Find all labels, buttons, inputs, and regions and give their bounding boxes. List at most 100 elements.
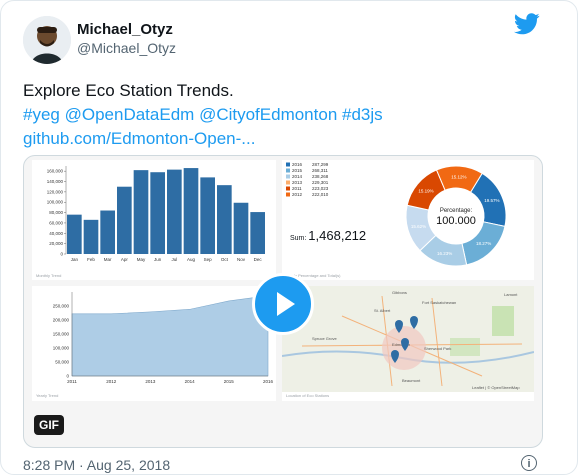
sum-value: 1,468,212 xyxy=(308,228,367,243)
yearly-area-chart: 0 50,000 100,000 150,000 200,000 250,000 2011 2… xyxy=(53,292,274,384)
legend-year: 2016 xyxy=(292,162,303,167)
hashtag-d3js[interactable]: #d3js xyxy=(342,105,383,124)
avatar[interactable] xyxy=(23,16,71,64)
legend-swatch xyxy=(286,162,290,167)
legend-swatch xyxy=(286,186,290,191)
play-icon xyxy=(277,292,295,316)
slice-label: 15.62% xyxy=(411,224,426,229)
legend-year: 2014 xyxy=(292,174,303,179)
slice-label: 16.23% xyxy=(437,251,452,256)
bar-jul xyxy=(167,169,182,254)
yearly-chart-panel: 0 50,000 100,000 150,000 200,000 250,000 2011 2… xyxy=(32,286,276,401)
map-label-edmonton: Edmonton xyxy=(392,342,410,347)
map-marker xyxy=(391,350,399,363)
donut-panel: 2016 287,299 2015 268,311 2014 238,268 2013 229… xyxy=(282,160,534,280)
media-gif[interactable]: 0 20,000 40,000 60,000 80,000 100,000 120,000 1… xyxy=(23,155,543,448)
legend-swatch xyxy=(286,168,290,173)
x-tick-label: Dec xyxy=(254,257,263,262)
yearly-caption: Yearly Trend xyxy=(36,393,59,398)
area-series xyxy=(71,295,269,377)
sum-row: Sum: 1,468,212 xyxy=(290,228,366,243)
sum-label: Sum: xyxy=(290,235,307,242)
y-tick-label: 40,000 xyxy=(49,231,63,236)
mention-opendataedm[interactable]: @OpenDataEdm xyxy=(64,105,195,124)
y-tick-label: 160,000 xyxy=(47,169,64,174)
map-label-sherwood: Sherwood Park xyxy=(424,346,451,351)
info-icon[interactable]: i xyxy=(521,455,537,471)
author-handle[interactable]: @Michael_Otyz xyxy=(77,40,177,56)
legend-year: 2013 xyxy=(292,180,303,185)
x-tick-label: 2016 xyxy=(263,379,274,384)
y-tick-label: 100,000 xyxy=(47,200,64,205)
slice-label: 19.57% xyxy=(484,198,499,203)
monthly-bar-chart: 0 20,000 40,000 60,000 80,000 100,000 120,000 1… xyxy=(47,166,265,262)
donut-caption: Yearly Percentage and Total(s) xyxy=(286,273,341,278)
gif-badge: GIF xyxy=(34,415,64,435)
y-tick-label: 0 xyxy=(60,252,63,257)
legend-year: 2015 xyxy=(292,168,303,173)
legend-year: 2012 xyxy=(292,192,303,197)
map-marker xyxy=(401,338,409,351)
slice-label: 18.27% xyxy=(476,241,491,246)
legend-total: 229,301 xyxy=(312,180,329,185)
map-label-fort-sask: Fort Saskatchewan xyxy=(422,300,456,305)
bar-oct xyxy=(217,185,232,254)
x-tick-label: 2012 xyxy=(106,379,117,384)
y-tick-label: 140,000 xyxy=(47,179,64,184)
legend-total: 223,023 xyxy=(312,186,329,191)
author-name[interactable]: Michael_Otyz xyxy=(77,21,173,38)
eco-station-map: St. Albert Fort Saskatchewan Sherwood Pa… xyxy=(281,286,535,392)
y-tick-label: 200,000 xyxy=(53,318,70,323)
legend-total: 222,010 xyxy=(312,192,329,197)
monthly-caption: Monthly Trend xyxy=(36,273,62,278)
monthly-chart-panel: 0 20,000 40,000 60,000 80,000 100,000 120,000 1… xyxy=(32,160,276,280)
bar-feb xyxy=(83,219,99,254)
y-tick-label: 60,000 xyxy=(49,220,63,225)
legend-total: 268,311 xyxy=(312,168,328,173)
y-tick-label: 120,000 xyxy=(47,189,64,194)
bar-sep xyxy=(200,177,215,254)
legend-swatch xyxy=(286,192,290,197)
tweet-text: Explore Eco Station Trends. #yeg @OpenDa… xyxy=(23,79,543,151)
tweet-line-1: Explore Eco Station Trends. xyxy=(23,81,234,100)
hashtag-yeg[interactable]: #yeg xyxy=(23,105,60,124)
tweet-timestamp[interactable]: 8:28 PM · Aug 25, 2018 xyxy=(23,457,171,473)
x-tick-label: Sep xyxy=(204,257,213,262)
bar-mar xyxy=(100,210,115,254)
bar-aug xyxy=(183,168,199,254)
slice-label: 15.12% xyxy=(451,175,466,180)
donut-center-label: Percentage: xyxy=(440,208,473,214)
x-tick-label: 2011 xyxy=(67,379,77,384)
map-label-lamont: Lamont xyxy=(504,292,518,297)
x-tick-label: Jul xyxy=(171,257,177,262)
bar-jan xyxy=(67,214,82,254)
map-caption: Location of Eco Stations xyxy=(286,393,330,398)
x-tick-label: Oct xyxy=(221,257,229,262)
donut-chart: 19.57% 18.27% 16.23% 15.62% 15.19% 15.12% Perc… xyxy=(405,165,507,267)
legend-year: 2011 xyxy=(292,186,302,191)
y-tick-label: 150,000 xyxy=(53,332,70,337)
map-attribution: Leaflet | © OpenStreetMap xyxy=(472,385,520,390)
legend-swatch xyxy=(286,174,290,179)
y-tick-label: 80,000 xyxy=(49,210,63,215)
y-tick-label: 0 xyxy=(66,374,69,379)
bar-jun xyxy=(150,172,165,254)
twitter-bird-icon[interactable] xyxy=(514,13,540,35)
map-label-spruce-grove: Spruce Grove xyxy=(312,336,337,341)
mention-cityofedmonton[interactable]: @CityofEdmonton xyxy=(199,105,338,124)
slice-label: 15.19% xyxy=(418,189,433,194)
tweet-link[interactable]: github.com/Edmonton-Open-... xyxy=(23,129,256,148)
map-label-beaumont: Beaumont xyxy=(402,378,421,383)
donut-legend: 2016 287,299 2015 268,311 2014 238,268 2013 229… xyxy=(286,162,329,197)
y-tick-label: 50,000 xyxy=(55,360,69,365)
map-marker xyxy=(395,320,403,333)
x-tick-label: Mar xyxy=(104,257,112,262)
y-tick-label: 250,000 xyxy=(53,304,70,309)
x-tick-label: Nov xyxy=(237,257,246,262)
legend-total: 287,299 xyxy=(312,162,329,167)
x-tick-label: Apr xyxy=(121,257,129,262)
map-label-gibbons: Gibbons xyxy=(392,290,407,295)
play-button[interactable] xyxy=(252,273,314,335)
donut-center-value: 100.000 xyxy=(436,215,476,227)
x-tick-label: 2013 xyxy=(145,379,156,384)
